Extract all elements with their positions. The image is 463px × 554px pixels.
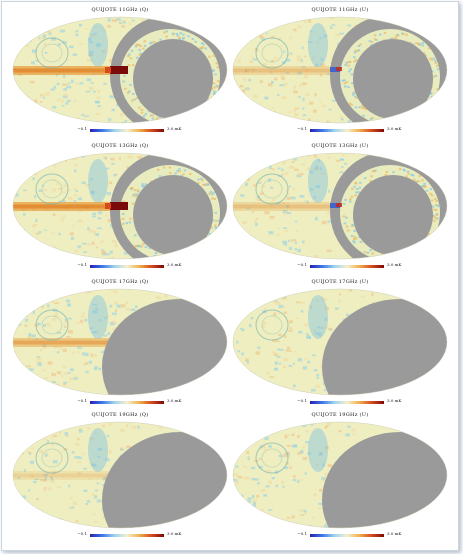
- colorbar-gradient: [310, 129, 384, 132]
- sky-map: [12, 152, 228, 260]
- colorbar: −0.1 3.0 mK: [230, 530, 450, 540]
- sky-map: [12, 288, 228, 396]
- colorbar-max-label: 3.0 mK: [167, 398, 182, 403]
- map-panel-13ghz-q: QUIJOTE 13GHz (Q) −0.1 3.0 mK: [10, 143, 230, 279]
- colorbar-gradient: [90, 401, 164, 404]
- map-panel-19ghz-q: QUIJOTE 19GHz (Q) −0.1 3.0 mK: [10, 412, 230, 548]
- colorbar: −0.1 3.0 mK: [10, 125, 230, 135]
- map-panel-19ghz-u: QUIJOTE 19GHz (U) −0.1 3.0 mK: [230, 412, 450, 548]
- colorbar-max-label: 3.0 mK: [387, 126, 402, 131]
- colorbar: −0.1 3.0 mK: [10, 397, 230, 407]
- colorbar-gradient: [90, 265, 164, 268]
- map-panel-13ghz-u: QUIJOTE 13GHz (U) −0.1 3.0 mK: [230, 143, 450, 279]
- colorbar-gradient: [310, 265, 384, 268]
- panel-title: QUIJOTE 19GHz (U): [311, 412, 369, 418]
- colorbar-min-label: −0.1: [297, 126, 307, 131]
- sky-map: [232, 16, 448, 124]
- colorbar-gradient: [310, 401, 384, 404]
- colorbar-min-label: −0.1: [77, 262, 87, 267]
- sky-map: [232, 152, 448, 260]
- map-panel-17ghz-q: QUIJOTE 17GHz (Q) −0.1 3.0 mK: [10, 279, 230, 415]
- sky-map: [12, 421, 228, 529]
- panel-title: QUIJOTE 17GHz (Q): [91, 279, 149, 285]
- colorbar-max-label: 3.0 mK: [167, 262, 182, 267]
- colorbar-min-label: −0.1: [77, 398, 87, 403]
- colorbar: −0.1 3.0 mK: [230, 125, 450, 135]
- colorbar-min-label: −0.1: [77, 126, 87, 131]
- colorbar-min-label: −0.1: [297, 262, 307, 267]
- colorbar-max-label: 3.0 mK: [387, 531, 402, 536]
- colorbar-min-label: −0.1: [297, 398, 307, 403]
- map-panel-17ghz-u: QUIJOTE 17GHz (U) −0.1 3.0 mK: [230, 279, 450, 415]
- panel-title: QUIJOTE 13GHz (Q): [91, 143, 149, 149]
- colorbar-max-label: 3.0 mK: [387, 262, 402, 267]
- colorbar: −0.1 3.0 mK: [230, 261, 450, 271]
- colorbar-gradient: [310, 534, 384, 537]
- colorbar-min-label: −0.1: [77, 531, 87, 536]
- colorbar: −0.1 3.0 mK: [10, 530, 230, 540]
- colorbar-gradient: [90, 129, 164, 132]
- panel-title: QUIJOTE 11GHz (U): [311, 7, 369, 13]
- colorbar: −0.1 3.0 mK: [230, 397, 450, 407]
- panel-title: QUIJOTE 19GHz (Q): [91, 412, 149, 418]
- colorbar: −0.1 3.0 mK: [10, 261, 230, 271]
- panel-title: QUIJOTE 17GHz (U): [311, 279, 369, 285]
- colorbar-max-label: 3.0 mK: [387, 398, 402, 403]
- colorbar-max-label: 3.0 mK: [167, 531, 182, 536]
- sky-map: [232, 421, 448, 529]
- map-panel-11ghz-u: QUIJOTE 11GHz (U) −0.1 3.0 mK: [230, 7, 450, 143]
- panel-title: QUIJOTE 13GHz (U): [311, 143, 369, 149]
- colorbar-gradient: [90, 534, 164, 537]
- colorbar-min-label: −0.1: [297, 531, 307, 536]
- panel-title: QUIJOTE 11GHz (Q): [91, 7, 149, 13]
- sky-map: [12, 16, 228, 124]
- map-panel-11ghz-q: QUIJOTE 11GHz (Q) −0.1 3.0 mK: [10, 7, 230, 143]
- sky-map: [232, 288, 448, 396]
- colorbar-max-label: 3.0 mK: [167, 126, 182, 131]
